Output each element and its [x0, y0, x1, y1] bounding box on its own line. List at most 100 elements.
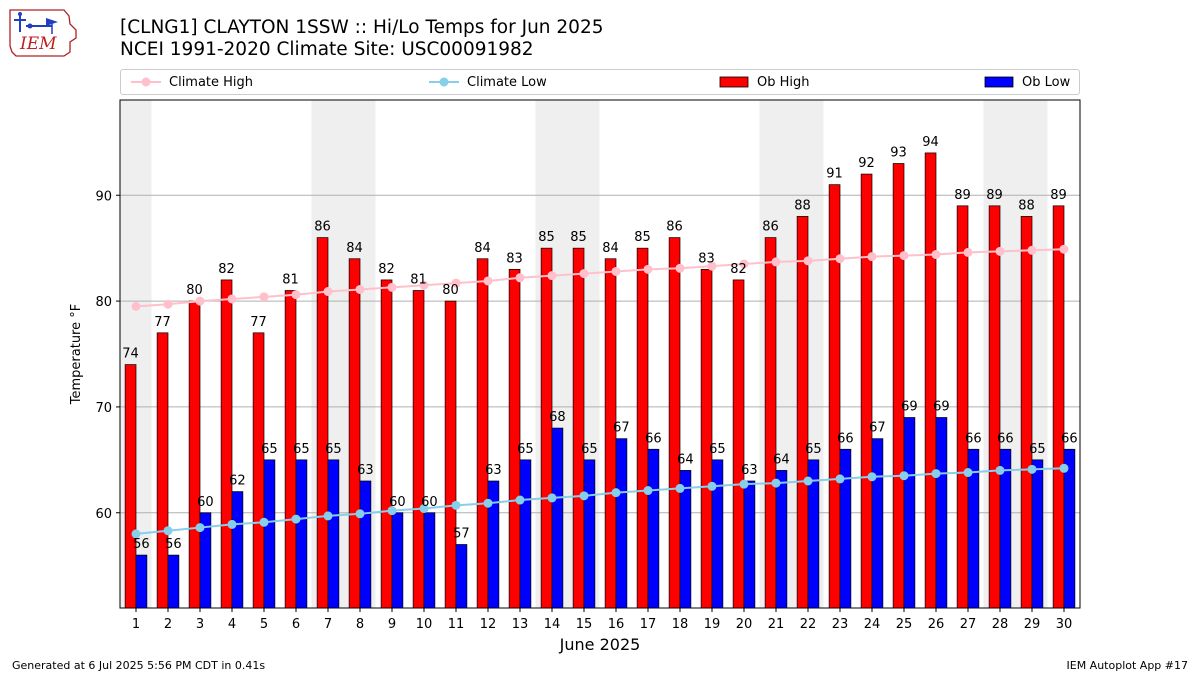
y-tick-label: 90	[95, 189, 112, 204]
ob-low-label: 65	[1029, 442, 1046, 457]
x-axis-title: June 2025	[559, 635, 641, 654]
chart-legend: Climate High Climate Low Ob High Ob Low	[120, 69, 1080, 95]
ob-high-label: 82	[218, 262, 235, 277]
climate-low-point	[259, 517, 269, 527]
plot-frame	[119, 99, 1081, 609]
ob-low-label: 57	[453, 527, 470, 542]
ob-low-bar	[903, 417, 916, 609]
legend-label: Ob High	[757, 74, 810, 90]
climate-high-point	[387, 282, 397, 292]
ob-low-label: 64	[773, 452, 790, 467]
ob-low-label: 60	[197, 495, 214, 510]
ob-high-bar	[380, 279, 393, 609]
ob-high-bar	[892, 163, 905, 609]
ob-high-bar	[572, 247, 585, 609]
x-tick-label: 9	[388, 617, 396, 632]
x-tick-label: 18	[672, 617, 689, 632]
climate-high-point	[291, 290, 301, 300]
ob-high-label: 85	[538, 230, 555, 245]
ob-low-bar	[775, 470, 788, 609]
ob-low-bar	[391, 512, 404, 609]
legend-item-climate-low: Climate Low	[429, 70, 547, 94]
ob-low-label: 65	[325, 442, 342, 457]
ob-low-bar	[551, 427, 564, 609]
ob-low-label: 62	[229, 474, 246, 489]
ob-high-label: 81	[410, 273, 427, 288]
climate-low-point	[131, 529, 141, 539]
climate-high-point	[515, 273, 525, 283]
climate-low-point	[803, 476, 813, 486]
climate-low-point	[163, 526, 173, 536]
ob-high-label: 77	[154, 315, 171, 330]
ob-low-bar	[263, 459, 276, 609]
ob-high-bar	[124, 364, 137, 609]
x-tick-label: 22	[800, 617, 817, 632]
ob-low-bar	[839, 448, 852, 609]
ob-low-bar	[423, 512, 436, 609]
ob-high-bar	[220, 279, 233, 609]
ob-low-bar	[1031, 459, 1044, 609]
climate-low-point	[195, 523, 205, 533]
ob-high-label: 86	[666, 220, 683, 235]
x-tick-label: 17	[640, 617, 657, 632]
ob-high-bar	[700, 268, 713, 609]
ob-high-bar	[252, 332, 265, 609]
x-tick-label: 10	[416, 617, 433, 632]
climate-low-point	[451, 500, 461, 510]
ob-high-label: 84	[346, 241, 363, 256]
ob-high-bar	[1020, 216, 1033, 609]
ob-high-bar	[764, 237, 777, 609]
ob-low-bar	[519, 459, 532, 609]
ob-high-label: 80	[442, 283, 459, 298]
ob-low-bar	[295, 459, 308, 609]
x-tick-label: 3	[196, 617, 204, 632]
ob-high-label: 88	[794, 198, 811, 213]
ob-low-label: 67	[869, 421, 886, 436]
climate-low-point	[739, 479, 749, 489]
ob-low-bar	[871, 438, 884, 609]
ob-low-label: 66	[997, 431, 1014, 446]
legend-item-ob-low: Ob Low	[984, 70, 1070, 94]
ob-low-label: 67	[613, 421, 630, 436]
ob-high-label: 83	[506, 251, 523, 266]
ob-high-label: 89	[986, 188, 1003, 203]
ob-high-label: 85	[634, 230, 651, 245]
y-axis-title: Temperature °F	[69, 304, 84, 405]
ob-low-bar	[615, 438, 628, 609]
ob-low-label: 63	[485, 463, 502, 478]
climate-low-point	[355, 509, 365, 519]
ob-high-label: 82	[378, 262, 395, 277]
climate-high-point	[131, 301, 141, 311]
ob-low-bar	[1063, 448, 1076, 609]
climate-low-point	[899, 471, 909, 481]
climate-low-point	[675, 483, 685, 493]
ob-high-label: 81	[282, 273, 299, 288]
ob-low-label: 68	[549, 410, 566, 425]
ob-low-label: 66	[1061, 431, 1078, 446]
climate-high-point	[803, 256, 813, 266]
ob-low-label: 56	[133, 537, 150, 552]
ob-low-label: 69	[933, 400, 950, 415]
x-tick-label: 4	[228, 617, 236, 632]
app-credit: IEM Autoplot App #17	[1066, 659, 1189, 672]
x-tick-label: 11	[448, 617, 465, 632]
climate-high-point	[1059, 244, 1069, 254]
x-tick-label: 8	[356, 617, 364, 632]
legend-item-climate-high: Climate High	[131, 70, 253, 94]
ob-high-bar	[412, 290, 425, 609]
ob-high-bar	[348, 258, 361, 609]
climate-low-point	[1027, 464, 1037, 474]
legend-item-ob-high: Ob High	[719, 70, 810, 94]
climate-low-point	[931, 469, 941, 479]
x-tick-label: 30	[1056, 617, 1073, 632]
y-tick-label: 60	[95, 507, 112, 522]
climate-low-point	[995, 465, 1005, 475]
ob-high-bar	[924, 152, 937, 609]
climate-high-point	[323, 287, 333, 297]
ob-low-bar	[359, 480, 372, 609]
climate-high-point	[355, 284, 365, 294]
climate-high-point	[835, 254, 845, 264]
ob-high-label: 93	[890, 146, 907, 161]
chart-title: [CLNG1] CLAYTON 1SSW :: Hi/Lo Temps for …	[120, 17, 604, 38]
x-tick-label: 21	[768, 617, 785, 632]
